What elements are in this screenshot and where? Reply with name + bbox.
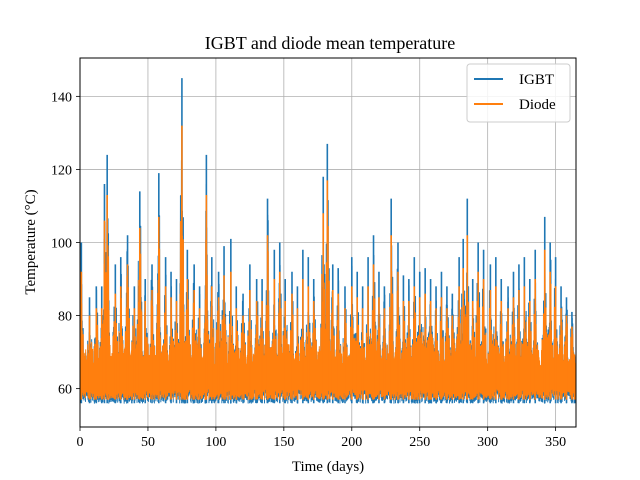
legend-label-diode: Diode xyxy=(519,97,556,113)
x-tick-label: 50 xyxy=(141,435,155,450)
chart-title: IGBT and diode mean temperature xyxy=(205,33,456,53)
y-tick-label: 140 xyxy=(51,90,72,105)
legend: IGBT Diode xyxy=(467,64,570,122)
y-tick-label: 60 xyxy=(58,383,72,398)
x-tick-label: 200 xyxy=(341,435,362,450)
x-tick-label: 150 xyxy=(273,435,294,450)
x-tick-label: 100 xyxy=(205,435,226,450)
y-tick-label: 120 xyxy=(51,163,72,178)
y-tick-label: 100 xyxy=(51,237,72,252)
x-tick-label: 350 xyxy=(545,435,566,450)
x-tick-label: 300 xyxy=(477,435,498,450)
y-tick-label: 80 xyxy=(58,310,72,325)
legend-label-igbt: IGBT xyxy=(519,72,554,88)
x-tick-label: 0 xyxy=(77,435,84,450)
y-axis-label: Temperature (°C) xyxy=(23,189,39,294)
x-tick-label: 250 xyxy=(409,435,430,450)
x-axis-label: Time (days) xyxy=(292,459,364,475)
